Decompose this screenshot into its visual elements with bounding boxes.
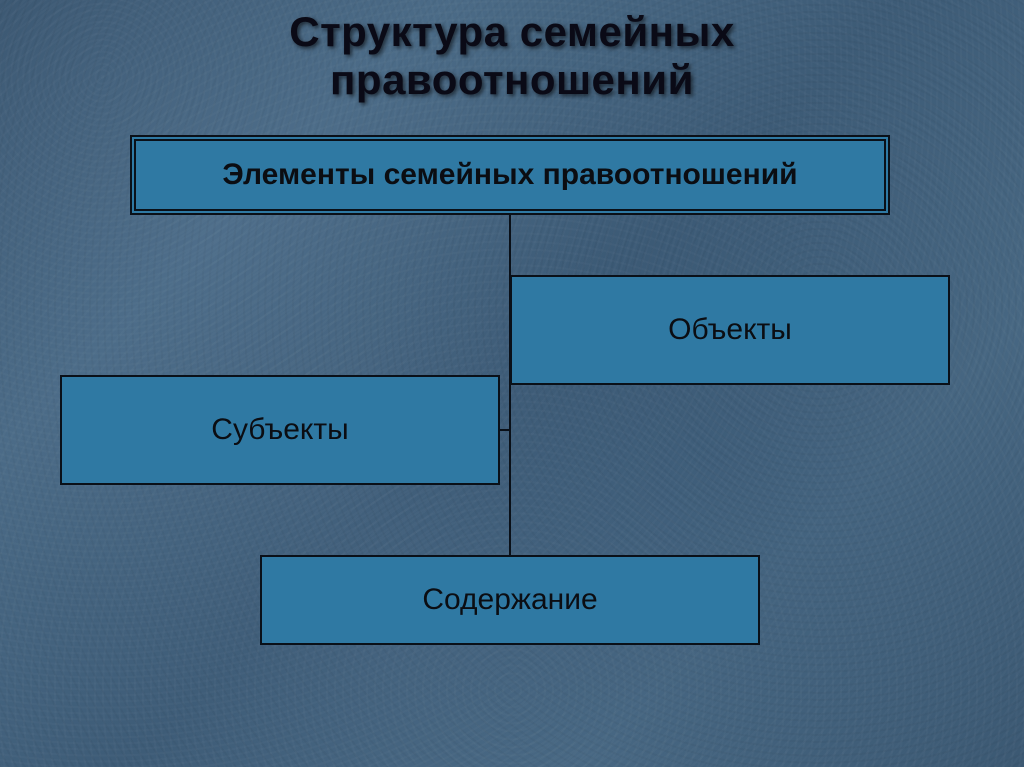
node-content-label: Содержание xyxy=(422,583,597,617)
title-line-1: Структура семейных xyxy=(0,8,1024,56)
node-root: Элементы семейных правоотношений xyxy=(130,135,890,215)
node-subjects-label: Субъекты xyxy=(211,413,348,447)
title-line-2: правоотношений xyxy=(0,56,1024,104)
node-root-label: Элементы семейных правоотношений xyxy=(222,158,797,192)
slide: Структура семейных правоотношений Элемен… xyxy=(0,0,1024,767)
node-objects-label: Объекты xyxy=(668,313,792,347)
node-subjects: Субъекты xyxy=(60,375,500,485)
slide-title: Структура семейных правоотношений xyxy=(0,8,1024,105)
node-objects: Объекты xyxy=(510,275,950,385)
node-content: Содержание xyxy=(260,555,760,645)
